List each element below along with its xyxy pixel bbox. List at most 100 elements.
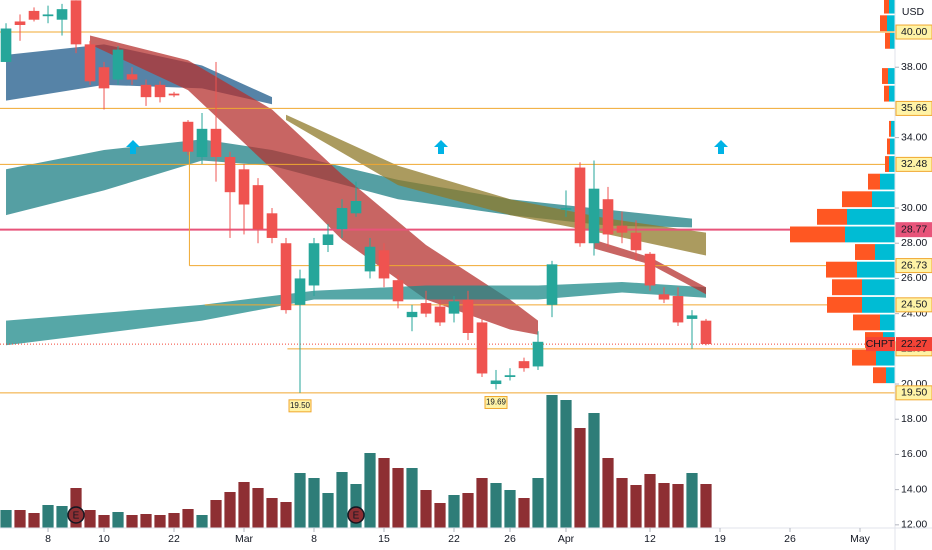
candle-body (42, 14, 54, 17)
volume-bar (560, 400, 572, 528)
levels (0, 31, 895, 394)
markers: 19.50 19.69 E E (67, 395, 508, 524)
earnings-marker (347, 506, 365, 524)
volume-bar (406, 468, 418, 528)
volume-bar (294, 473, 306, 528)
volume-bar (546, 395, 558, 528)
symbol-box (866, 337, 895, 352)
level-label-box (895, 24, 932, 40)
volume-bar (28, 513, 40, 528)
candle-body (686, 315, 698, 319)
ma-ribbon (6, 281, 707, 346)
level-label-box (895, 297, 932, 313)
volume-bar (14, 510, 26, 528)
profile-up (887, 15, 895, 32)
level-label: 26.73 (901, 259, 927, 271)
profile-up (889, 0, 895, 14)
candle-body (448, 301, 460, 314)
candle-body (28, 10, 40, 20)
candle-body (98, 67, 110, 89)
profile-down (885, 32, 890, 49)
candle-body (182, 121, 194, 152)
earnings-marker (67, 506, 85, 524)
axes: USD 12.0014.0016.0018.0020.0024.0026.002… (45, 6, 932, 545)
profile-down (817, 208, 847, 225)
profile-up (890, 138, 895, 155)
earnings-label: E (73, 511, 80, 522)
profile-down (882, 68, 888, 84)
low-marker-box (288, 399, 312, 413)
candle-body (490, 380, 502, 385)
profile-up (862, 279, 895, 296)
x-tick-label: 10 (98, 533, 110, 545)
profile-up (888, 68, 895, 84)
volume-bar (126, 515, 138, 528)
profile-up (875, 244, 895, 260)
profile-up (872, 191, 895, 208)
candle-body (392, 280, 404, 302)
profile-down (826, 261, 857, 278)
x-tick-label: 22 (448, 533, 460, 545)
volume-bar (322, 493, 334, 528)
volume-bar (476, 478, 488, 528)
level-label: 32.48 (901, 158, 927, 170)
volume-bar (42, 505, 54, 528)
volume-bar (182, 509, 194, 528)
volume-bar (336, 472, 348, 528)
volume-bar (630, 485, 642, 528)
volume-bar (266, 498, 278, 528)
x-tick-label: 26 (504, 533, 516, 545)
x-tick-label: Mar (235, 533, 254, 545)
level-label: 35.66 (901, 102, 927, 114)
candle-body (574, 167, 586, 244)
candle-body (308, 243, 320, 286)
candle-body (336, 208, 348, 230)
volume-bar (308, 478, 320, 528)
ma-ribbon (286, 114, 707, 256)
candle-body (532, 341, 544, 367)
arrow (434, 140, 448, 154)
profile-down (873, 367, 886, 384)
volume-bar (112, 512, 124, 528)
currency: USD (902, 6, 925, 18)
candle-body (112, 49, 124, 80)
y-tick-label: 34.00 (901, 131, 927, 143)
volume-bar (700, 484, 712, 528)
y-tick-label: 30.00 (901, 202, 927, 214)
volume-bar (0, 510, 12, 528)
low-marker-label: 19.69 (486, 398, 507, 407)
profile-up (880, 314, 895, 331)
candle-body (658, 294, 670, 300)
level-label-box (895, 100, 932, 116)
candle-body (224, 156, 236, 193)
profile-down (885, 156, 889, 172)
volume-bar (252, 488, 264, 528)
candle-body (504, 375, 516, 377)
level-label: 40.00 (901, 26, 927, 38)
candle-body (154, 84, 166, 98)
candle-body (588, 188, 600, 244)
volume-bar (364, 453, 376, 528)
low-marker-label: 19.50 (290, 401, 311, 410)
candle-body (420, 303, 432, 314)
candle-body (560, 208, 572, 210)
earnings-label: E (353, 511, 360, 522)
volume-bar (504, 490, 516, 528)
candle-body (364, 246, 376, 272)
profile-up (889, 156, 895, 172)
profile-down (842, 191, 872, 208)
candle-body (616, 225, 628, 233)
signal-arrows (126, 140, 728, 154)
candle-body (406, 311, 418, 318)
profile-up (847, 208, 895, 225)
candle-body (644, 253, 656, 286)
profile-up (886, 367, 895, 384)
volume-bar (238, 482, 250, 528)
x-tick-label: 8 (311, 533, 317, 545)
volume-bar (224, 492, 236, 528)
candle-body (168, 93, 180, 96)
candle-body (294, 278, 306, 305)
level-label: 24.50 (901, 299, 927, 311)
candle-body (546, 264, 558, 305)
x-tick-label: 15 (378, 533, 390, 545)
